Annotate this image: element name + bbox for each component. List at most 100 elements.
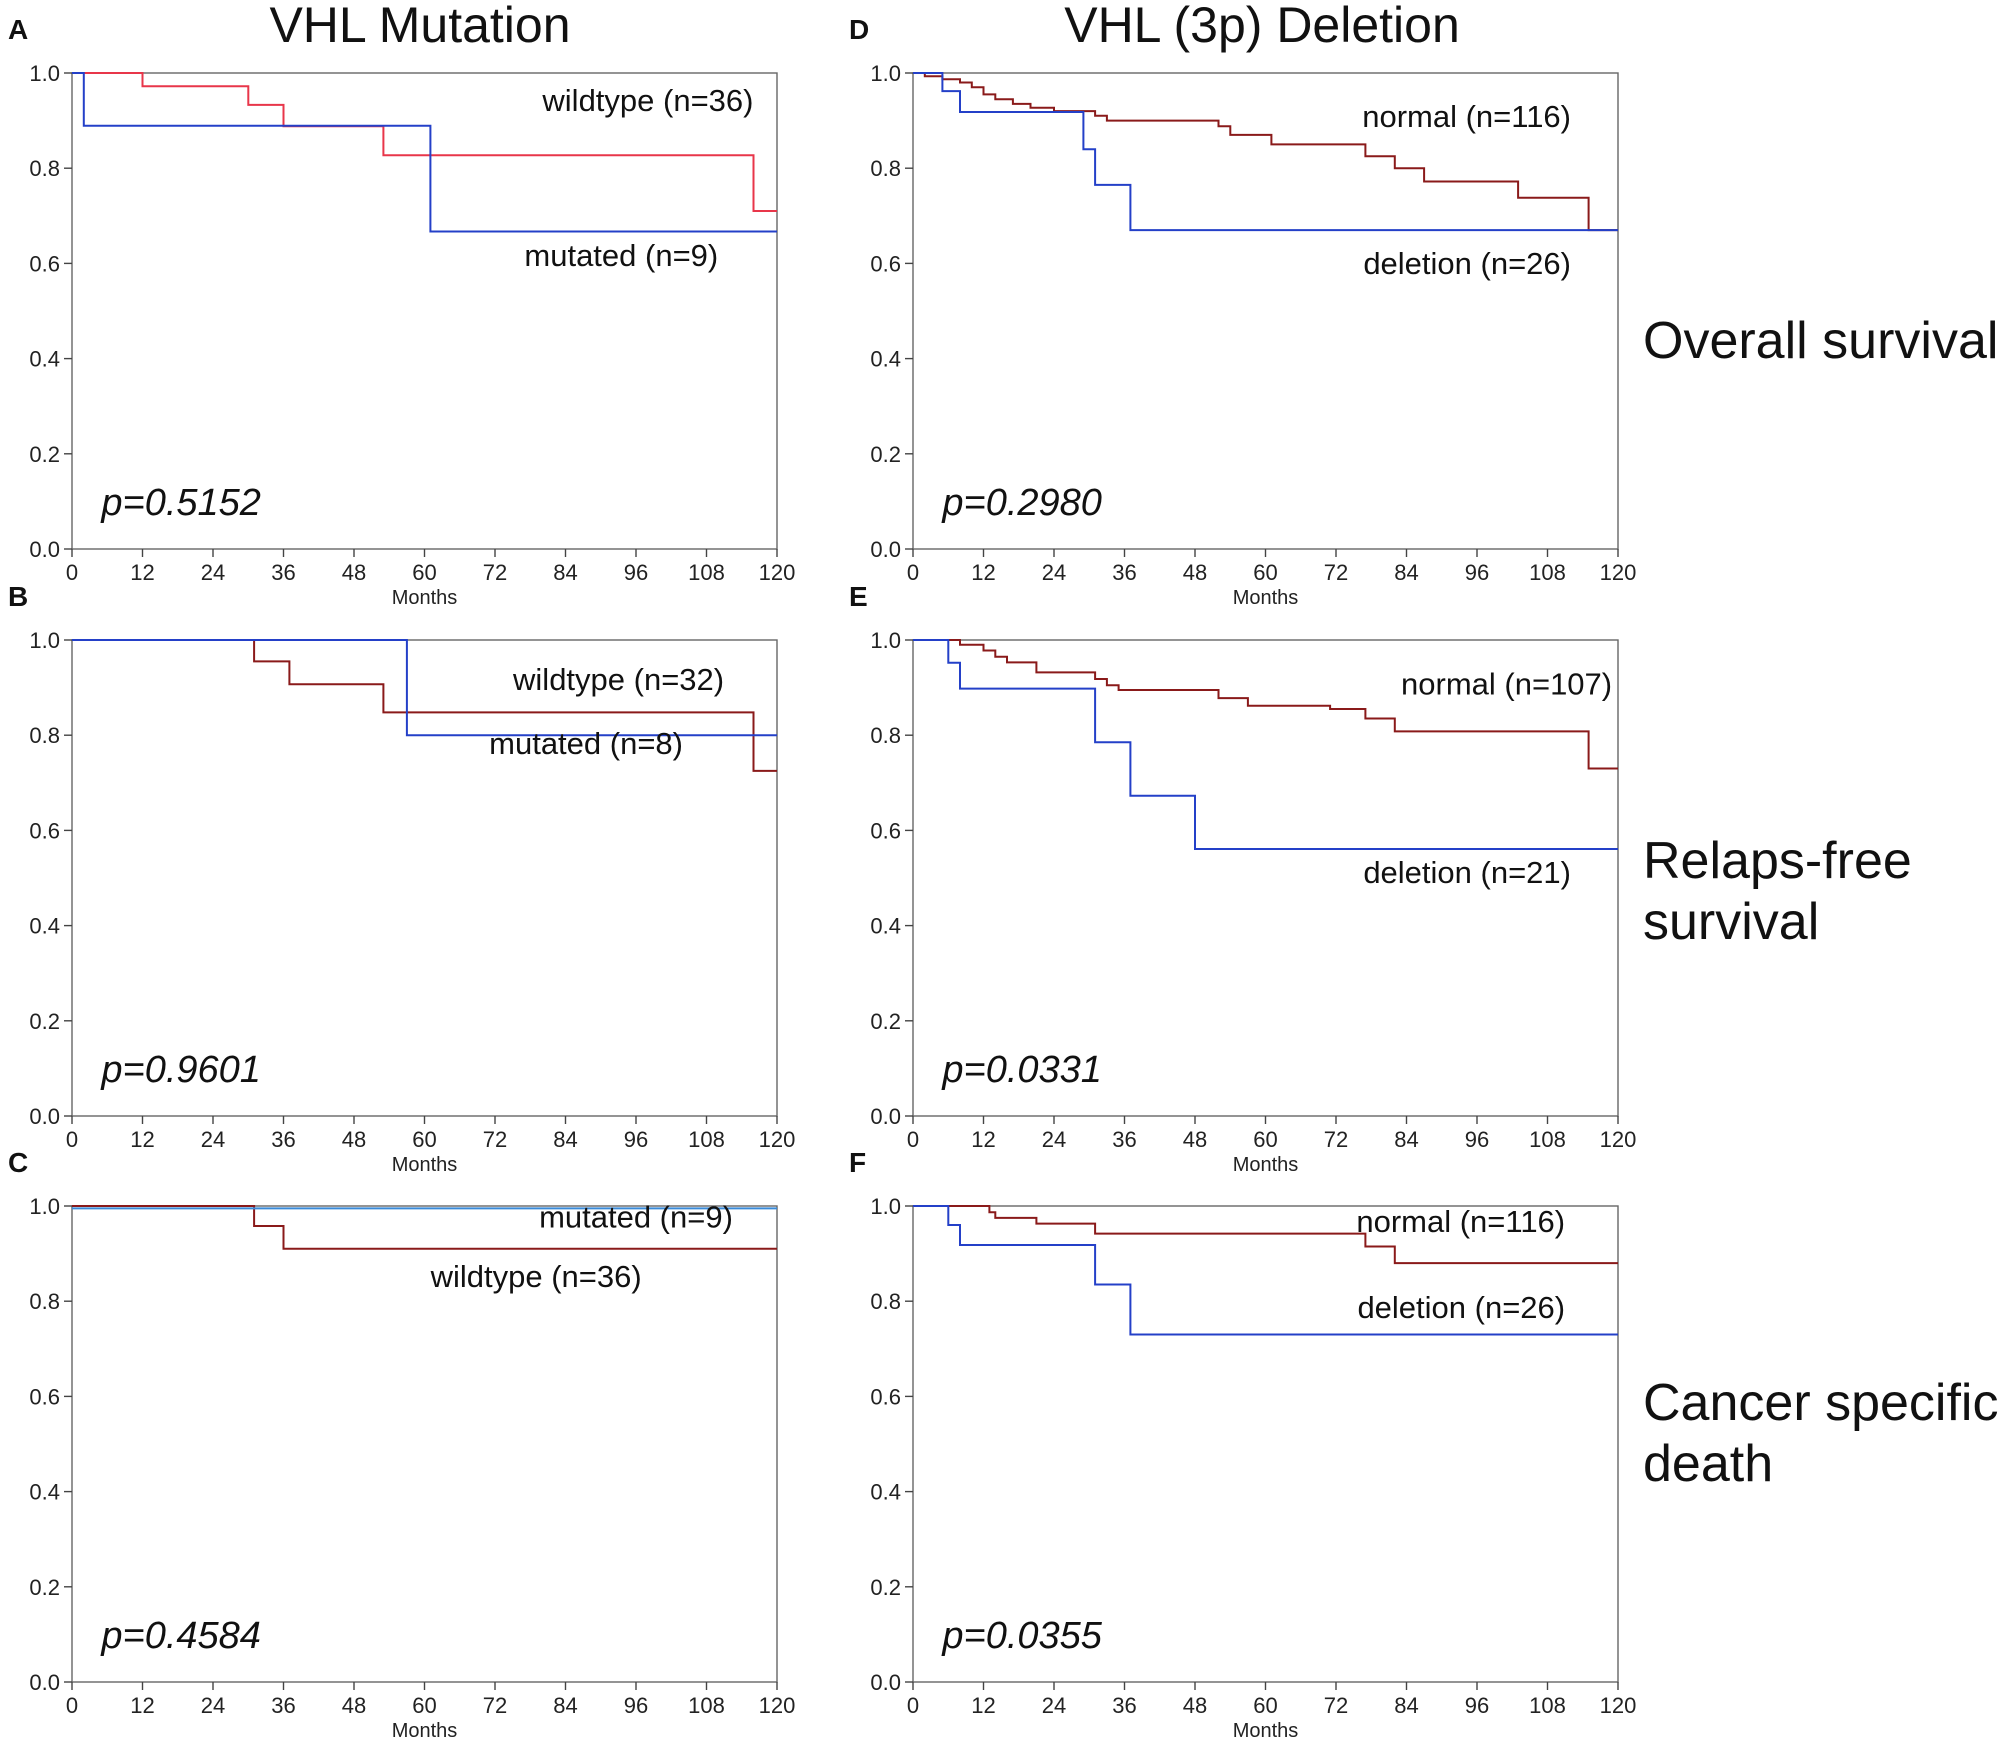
series-label: deletion (n=26)	[1363, 246, 1571, 281]
x-tick-label: 24	[1042, 560, 1066, 585]
y-tick-label: 1.0	[29, 628, 60, 653]
y-tick-label: 1.0	[870, 61, 901, 86]
series-line-reference	[913, 1205, 1618, 1265]
y-tick-label: 0.4	[29, 914, 60, 939]
x-tick-label: 84	[553, 1693, 577, 1718]
x-tick-label: 12	[130, 560, 154, 585]
x-tick-label: 120	[1600, 1693, 1637, 1718]
series-label: normal (n=116)	[1362, 99, 1571, 134]
x-tick-label: 108	[688, 1127, 725, 1152]
plot-frame	[71, 1205, 778, 1683]
y-tick-label: 0.6	[29, 1384, 60, 1409]
x-tick-label: 120	[1600, 1127, 1637, 1152]
x-tick-label: 36	[1112, 560, 1136, 585]
y-tick-label: 0.0	[29, 537, 60, 562]
y-tick-label: 0.4	[29, 1480, 60, 1505]
x-tick-label: 24	[201, 560, 225, 585]
x-axis-title: Months	[392, 1720, 458, 1742]
x-tick-label: 60	[1253, 1127, 1277, 1152]
x-tick-label: 108	[1529, 1693, 1566, 1718]
y-tick-label: 1.0	[29, 61, 60, 86]
x-tick-label: 48	[342, 560, 366, 585]
p-value: p=0.5152	[100, 482, 261, 524]
panel-letter: E	[849, 581, 868, 612]
y-tick-label: 0.4	[870, 1480, 901, 1505]
column-title-deletion: VHL (3p) Deletion	[1064, 0, 1460, 53]
y-tick-label: 0.6	[870, 818, 901, 843]
y-tick-label: 0.0	[29, 1670, 60, 1695]
x-tick-label: 0	[66, 1127, 78, 1152]
series-line-comparison	[913, 72, 1618, 232]
y-tick-label: 0.2	[29, 1575, 60, 1600]
row-label-overall-survival: Overall survival	[1643, 312, 1998, 370]
x-tick-label: 24	[201, 1693, 225, 1718]
series-label: normal (n=116)	[1356, 1204, 1565, 1239]
y-tick-label: 0.2	[870, 1575, 901, 1600]
x-tick-label: 108	[688, 560, 725, 585]
x-axis-title: Months	[1233, 587, 1299, 609]
x-tick-label: 120	[759, 560, 796, 585]
y-tick-label: 0.2	[29, 1009, 60, 1034]
panel-letter: B	[8, 581, 28, 612]
panel-b: B 0.0 0.2 0.4 0.6 0.8 1.0 0 12 24 36 48 60 72 84 96 108 1…	[8, 581, 795, 1176]
plot-frame	[912, 72, 1619, 550]
y-tick-label: 0.0	[870, 537, 901, 562]
y-tick-label: 0.8	[870, 723, 901, 748]
series-label: normal (n=107)	[1401, 667, 1612, 702]
x-tick-label: 96	[1465, 1693, 1489, 1718]
x-tick-label: 0	[66, 560, 78, 585]
x-tick-label: 60	[412, 1127, 436, 1152]
x-tick-label: 84	[1394, 1127, 1418, 1152]
series-label: mutated (n=8)	[489, 726, 683, 761]
p-value: p=0.0355	[941, 1615, 1102, 1657]
panel-letter: D	[849, 14, 869, 45]
series-label: wildtype (n=36)	[541, 83, 753, 118]
x-tick-label: 96	[1465, 560, 1489, 585]
series-line-reference	[72, 1205, 777, 1250]
x-tick-label: 48	[342, 1693, 366, 1718]
panel-a: A 0.0 0.2 0.4 0.6 0.8 1.0 0 12 24 36 48 60 72 84 96 108 1…	[8, 14, 795, 609]
series-label: wildtype (n=32)	[512, 662, 724, 697]
row-label-relapse-free-line1: Relaps-free	[1643, 832, 1912, 890]
x-axis-title: Months	[1233, 1720, 1299, 1742]
series-line-reference	[913, 639, 1618, 770]
x-tick-label: 120	[759, 1127, 796, 1152]
y-tick-label: 0.4	[870, 914, 901, 939]
x-tick-label: 60	[412, 1693, 436, 1718]
plot-frame	[912, 1205, 1619, 1683]
series-line-comparison	[913, 639, 1618, 850]
x-tick-label: 24	[201, 1127, 225, 1152]
y-tick-label: 0.8	[870, 156, 901, 181]
x-tick-label: 120	[1600, 560, 1637, 585]
x-tick-label: 84	[553, 1127, 577, 1152]
series-line-comparison	[72, 72, 777, 233]
y-tick-label: 0.8	[29, 1289, 60, 1314]
x-tick-label: 72	[1324, 560, 1348, 585]
x-axis-title: Months	[392, 1154, 458, 1176]
y-tick-label: 1.0	[870, 1194, 901, 1219]
row-label-cancer-specific-line2: death	[1643, 1435, 1773, 1493]
y-tick-label: 1.0	[29, 1194, 60, 1219]
series-label: mutated (n=9)	[524, 238, 718, 273]
row-label-relapse-free-line2: survival	[1643, 893, 1819, 951]
x-tick-label: 108	[1529, 560, 1566, 585]
x-tick-label: 24	[1042, 1127, 1066, 1152]
x-tick-label: 84	[1394, 560, 1418, 585]
x-tick-label: 72	[1324, 1693, 1348, 1718]
y-tick-label: 0.2	[870, 1009, 901, 1034]
y-tick-label: 0.8	[870, 1289, 901, 1314]
y-tick-label: 0.4	[29, 347, 60, 372]
series-label: deletion (n=26)	[1357, 1290, 1565, 1325]
x-tick-label: 0	[66, 1693, 78, 1718]
x-tick-label: 120	[759, 1693, 796, 1718]
x-tick-label: 0	[907, 1693, 919, 1718]
x-tick-label: 12	[130, 1693, 154, 1718]
y-tick-label: 0.2	[870, 442, 901, 467]
x-tick-label: 24	[1042, 1693, 1066, 1718]
x-axis-title: Months	[1233, 1154, 1299, 1176]
p-value: p=0.4584	[100, 1615, 261, 1657]
x-tick-label: 96	[624, 560, 648, 585]
plot-frame	[71, 72, 778, 550]
y-tick-label: 0.0	[29, 1104, 60, 1129]
x-tick-label: 96	[624, 1693, 648, 1718]
